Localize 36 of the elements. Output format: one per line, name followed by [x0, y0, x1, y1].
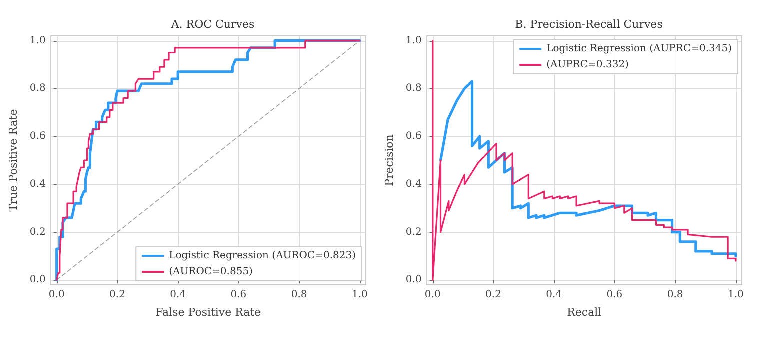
- x-tick-label: 1.0: [728, 290, 744, 300]
- x-tick-label: 1.0: [352, 290, 368, 300]
- x-tick-label: 0.0: [48, 290, 65, 300]
- x-tick-label: 0.2: [110, 290, 126, 300]
- y-tick-label: 0.8: [30, 83, 46, 94]
- x-tick-label: 0.6: [230, 290, 247, 300]
- y-axis-title: Precision: [383, 134, 396, 186]
- chart-title: A. ROC Curves: [170, 18, 255, 31]
- legend-label: Logistic Regression (AUROC=0.823): [169, 250, 356, 262]
- x-tick-label: 0.8: [667, 290, 684, 300]
- y-tick-label: 0.6: [406, 131, 422, 142]
- legend-label: (AUPRC=0.332): [546, 60, 630, 70]
- y-tick-label: 0.0: [30, 274, 46, 286]
- y-tick-label: 1.0: [30, 35, 46, 46]
- line-series: [432, 40, 737, 282]
- y-tick-label: 1.0: [406, 35, 422, 46]
- y-tick-label: 0.4: [30, 178, 46, 190]
- x-tick-label: 0.8: [291, 290, 308, 300]
- x-tick-label: 0.0: [424, 290, 441, 300]
- x-axis-title: Recall: [567, 306, 602, 319]
- y-tick-label: 0.2: [30, 226, 46, 238]
- legend-label: Logistic Regression (AUPRC=0.345): [546, 44, 732, 54]
- y-tick-label: 0.6: [30, 131, 46, 142]
- x-tick-label: 0.4: [170, 290, 186, 300]
- x-axis-title: False Positive Rate: [156, 306, 262, 319]
- legend-label: (AUROC=0.855): [169, 266, 254, 278]
- chart-title: B. Precision-Recall Curves: [515, 18, 664, 31]
- y-tick-label: 0.8: [406, 83, 422, 94]
- line-series: [439, 80, 738, 258]
- x-tick-label: 0.6: [606, 290, 623, 300]
- y-tick-label: 0.0: [406, 274, 422, 286]
- y-tick-label: 0.4: [406, 178, 422, 190]
- x-tick-label: 0.4: [546, 290, 562, 300]
- y-axis-title: True Positive Rate: [7, 109, 20, 212]
- x-tick-label: 0.2: [486, 290, 502, 300]
- y-tick-label: 0.2: [406, 226, 422, 238]
